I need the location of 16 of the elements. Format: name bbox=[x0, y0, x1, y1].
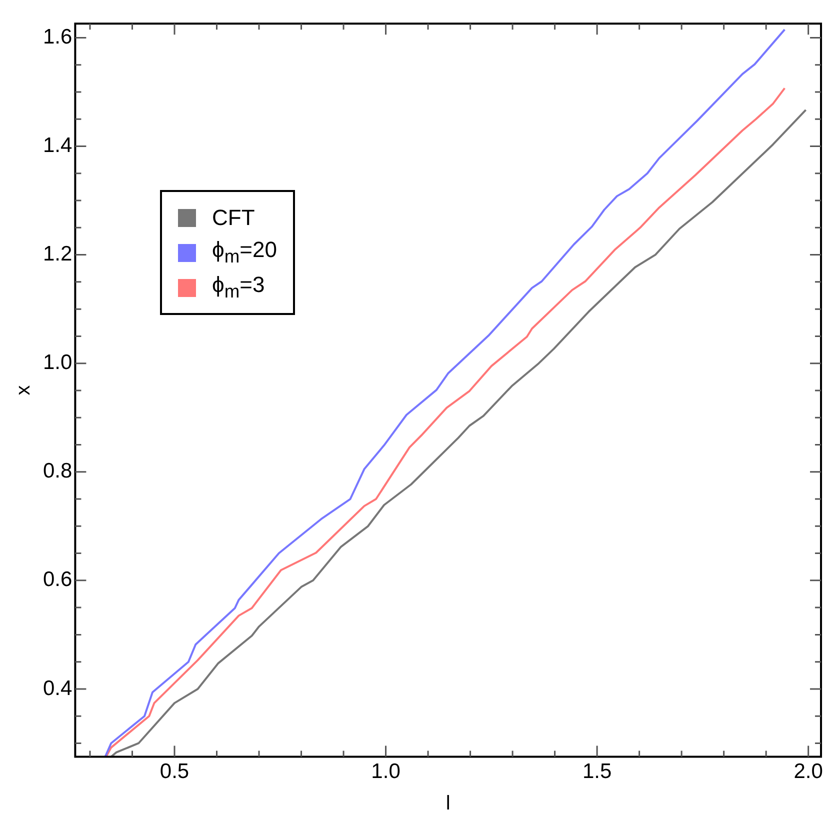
y-tick-label: 1.4 bbox=[42, 134, 73, 158]
legend-label: ϕ$_{m}$=20 bbox=[212, 237, 277, 268]
x-tick-label: 1.5 bbox=[582, 760, 612, 784]
y-tick-label: 0.6 bbox=[42, 568, 72, 592]
y-tick-label: 0.4 bbox=[42, 676, 73, 700]
x-tick-label: 1.0 bbox=[371, 760, 400, 784]
x-tick-label: 2.0 bbox=[794, 760, 823, 784]
y-tick-label: 1.6 bbox=[42, 26, 72, 49]
legend-label: ϕ$_{m}$=3 bbox=[212, 272, 265, 303]
x-axis-title: l bbox=[446, 792, 450, 815]
x-tick-label: 0.5 bbox=[160, 760, 190, 784]
legend-label: CFT bbox=[212, 204, 255, 230]
y-tick-label: 1.0 bbox=[42, 351, 72, 374]
y-tick-label: 0.8 bbox=[42, 460, 72, 483]
y-axis-title: x bbox=[12, 385, 35, 396]
y-tick-label: 1.2 bbox=[42, 242, 72, 266]
